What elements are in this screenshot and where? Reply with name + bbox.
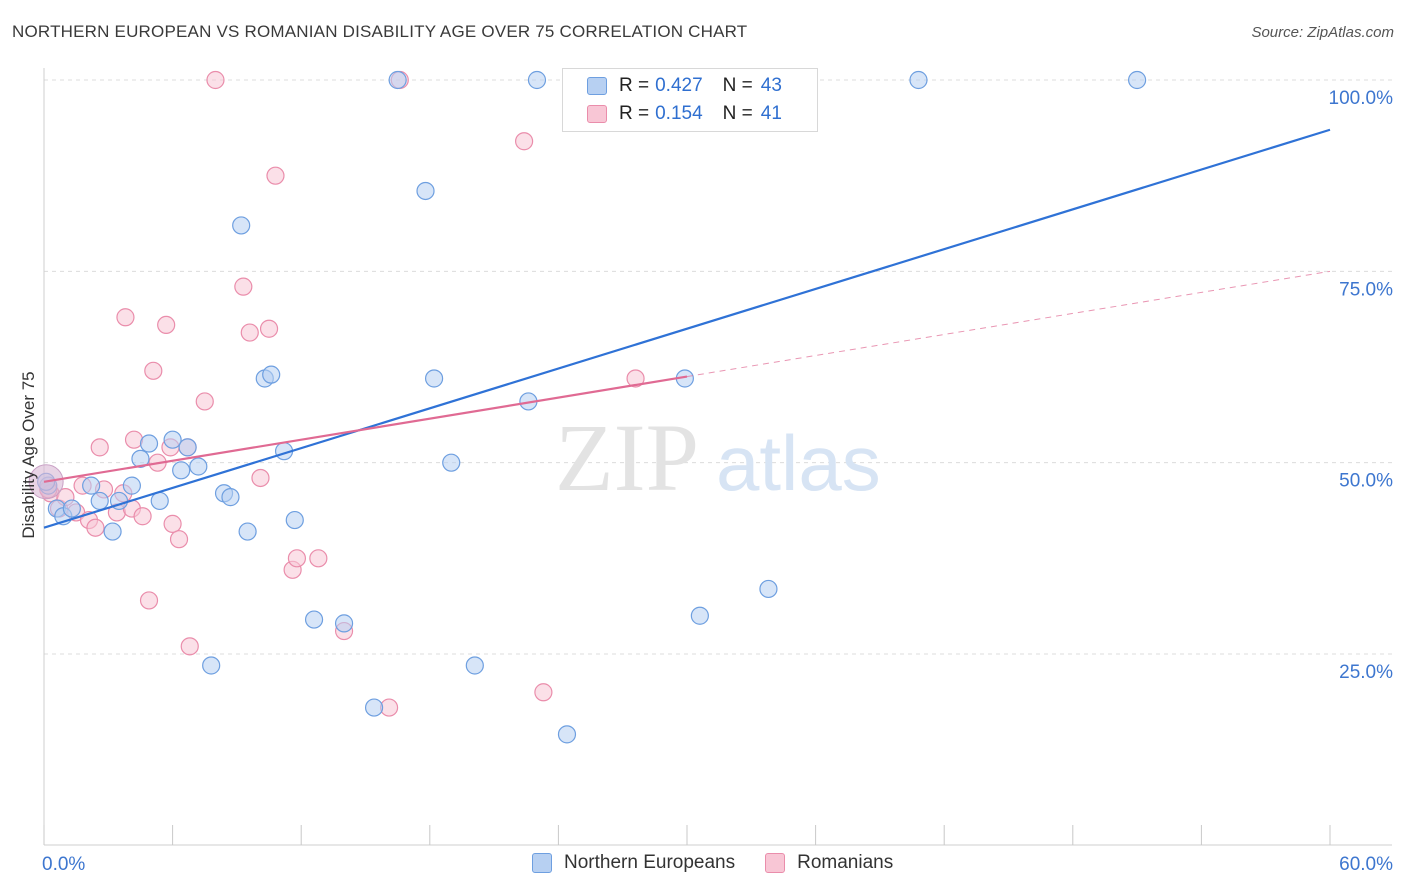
data-point-northern-european [82, 476, 101, 495]
data-point-northern-european [304, 610, 324, 629]
data-point-northern-european [178, 438, 197, 457]
trend-line-romanians [43, 375, 688, 483]
data-point-romanian [90, 438, 109, 457]
data-point-northern-european [221, 488, 240, 507]
source-label: Source: ZipAtlas.com [1251, 24, 1394, 41]
data-point-northern-european [202, 656, 221, 675]
chart-title: NORTHERN EUROPEAN VS ROMANIAN DISABILITY… [12, 22, 748, 41]
data-point-romanian [266, 166, 285, 185]
data-point-romanian [180, 637, 199, 656]
axis-layer [43, 68, 1392, 846]
data-point-romanian [86, 518, 105, 537]
legend-n-label: N = [722, 103, 753, 124]
legend-row-northern-europeans: R = 0.427 N = 43 [587, 73, 782, 99]
data-point-romanian [139, 591, 159, 610]
data-point-northern-european [909, 70, 928, 90]
data-point-northern-european [139, 434, 159, 453]
data-point-romanian [240, 323, 259, 342]
legend-item-northern-europeans[interactable]: Northern Europeans [532, 852, 735, 874]
y-tick-label: 100.0% [1329, 88, 1394, 109]
data-point-romanian [251, 468, 270, 488]
series-legend: Northern Europeans Romanians [532, 852, 923, 874]
legend-swatch-blue [532, 853, 552, 873]
legend-n-value: 41 [760, 103, 782, 124]
data-point-northern-european [416, 181, 435, 201]
legend-r-label: R = [619, 103, 650, 124]
data-point-northern-european [388, 70, 407, 90]
data-point-northern-european [557, 725, 577, 744]
data-point-northern-european [172, 461, 191, 480]
data-point-northern-european [442, 453, 461, 472]
data-point-romanian [163, 514, 182, 533]
data-point-romanian [515, 132, 534, 151]
legend-label: Romanians [797, 852, 894, 873]
data-point-northern-european [527, 70, 547, 90]
data-point-northern-european [364, 698, 384, 717]
data-point-romanian [259, 319, 279, 338]
data-point-northern-european [122, 476, 141, 495]
trend-layer [43, 128, 1331, 529]
data-point-northern-european [103, 522, 122, 541]
data-point-northern-european [285, 510, 304, 530]
data-point-romanian [309, 549, 328, 568]
data-point-romanian [133, 507, 152, 526]
watermark-zip: ZIP [555, 404, 699, 511]
data-point-northern-european [131, 449, 150, 468]
data-point-romanian [234, 277, 253, 296]
data-point-northern-european [1127, 70, 1147, 90]
x-tick-label: 0.0% [42, 854, 85, 875]
legend-label: Northern Europeans [564, 852, 736, 873]
data-point-northern-european [189, 457, 208, 476]
grid-layer [44, 79, 1392, 655]
legend-row-romanians: R = 0.154 N = 41 [587, 101, 782, 127]
legend-r-value: 0.154 [655, 103, 703, 124]
data-point-northern-european [759, 579, 778, 599]
legend-r-value: 0.427 [655, 75, 703, 96]
data-point-northern-european [262, 365, 281, 384]
legend-swatch-blue [587, 77, 607, 95]
y-tick-label: 25.0% [1339, 662, 1393, 683]
legend-swatch-pink [765, 853, 786, 873]
data-point-romanian [534, 683, 553, 702]
data-point-romanian [195, 392, 214, 411]
data-point-romanian [626, 369, 645, 388]
data-point-romanian [169, 530, 189, 549]
label-layer: 25.0% 50.0% 75.0% 100.0% 0.0% 60.0% Disability… [19, 88, 1393, 875]
data-point-northern-european [232, 216, 251, 235]
data-point-northern-european [334, 614, 354, 633]
legend-item-romanians[interactable]: Romanians [765, 852, 893, 874]
data-point-romanian [157, 315, 176, 335]
data-point-romanian [124, 430, 144, 449]
trend-line-northern-europeans [43, 128, 1331, 529]
legend-r-label: R = [619, 75, 650, 96]
data-point-northern-european [150, 491, 169, 511]
data-point-northern-european [465, 656, 484, 675]
legend-n-value: 43 [760, 75, 782, 96]
data-point-romanian [287, 549, 307, 568]
data-point-northern-european [238, 522, 257, 541]
data-point-northern-european [690, 606, 709, 625]
data-point-romanian [144, 361, 163, 380]
watermark-layer: ZIP atlas [555, 404, 881, 511]
y-axis-label: Disability Age Over 75 [19, 371, 38, 538]
data-point-northern-european [62, 499, 81, 518]
watermark-atlas: atlas [716, 419, 881, 507]
x-tick-label: 60.0% [1339, 854, 1393, 875]
legend-swatch-pink [587, 105, 607, 123]
data-point-northern-european [424, 369, 444, 388]
trend-line-romanians-extension [686, 270, 1331, 378]
stats-legend: R = 0.427 N = 43 R = 0.154 N = 41 [562, 68, 818, 132]
data-point-romanian [206, 70, 225, 90]
data-point-northern-european [163, 430, 182, 449]
legend-n-label: N = [722, 75, 753, 96]
data-point-northern-european [90, 491, 109, 511]
data-point-romanian [116, 308, 135, 327]
y-tick-label: 50.0% [1339, 471, 1393, 492]
y-tick-label: 75.0% [1339, 279, 1393, 300]
